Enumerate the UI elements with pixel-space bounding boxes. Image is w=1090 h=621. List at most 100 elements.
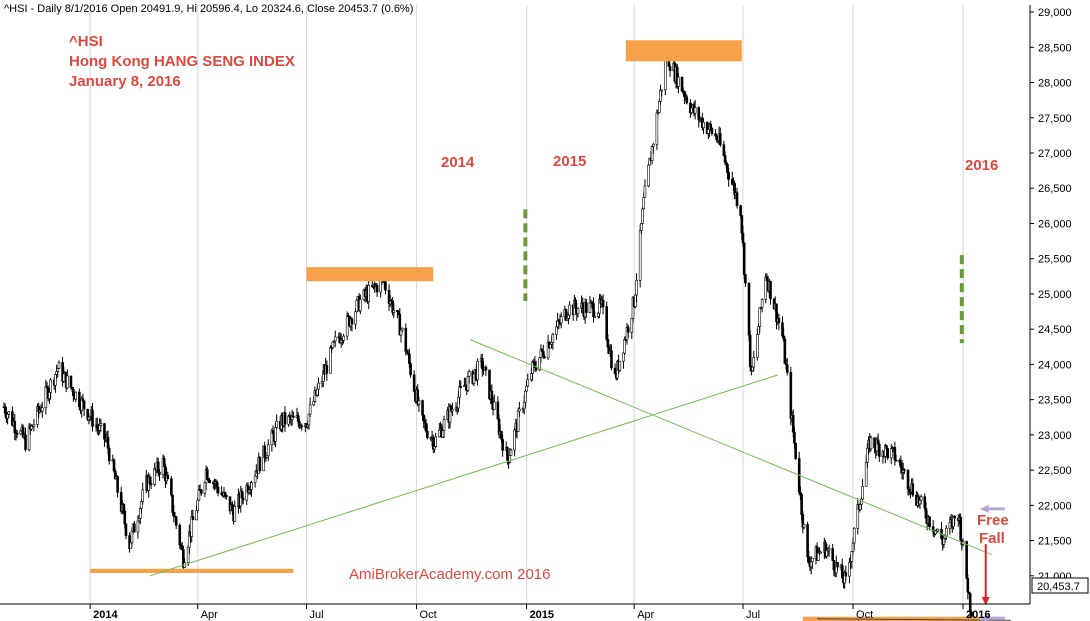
candle-body <box>258 457 262 472</box>
candle-body <box>741 232 745 244</box>
x-tick-label: 2015 <box>530 609 554 621</box>
candle-body <box>518 408 521 412</box>
candle-body <box>178 524 182 546</box>
candle-body <box>359 299 362 312</box>
y-tick-label: 26,500 <box>1038 183 1072 195</box>
y-tick-label: 22,000 <box>1038 500 1072 512</box>
candle-body <box>412 374 416 392</box>
candle-body <box>225 495 228 497</box>
resistance-zone-2014 <box>306 267 434 282</box>
y-tick-label: 24,000 <box>1038 359 1072 371</box>
candle-body <box>354 311 357 325</box>
candle-body <box>233 506 237 522</box>
y-tick-label: 29,000 <box>1038 7 1072 19</box>
x-tick-label: Oct <box>856 609 873 621</box>
candle-body <box>57 362 61 369</box>
candle-body <box>404 327 408 352</box>
candle-body <box>350 318 354 325</box>
candle-body <box>886 448 889 459</box>
candle-body <box>174 516 178 526</box>
y-tick-label: 25,000 <box>1038 289 1072 301</box>
watermark: AmiBrokerAcademy.com 2016 <box>349 566 550 583</box>
candle-body <box>275 421 278 428</box>
candle-body <box>292 415 295 418</box>
candle-body <box>744 274 747 284</box>
candle-body <box>476 360 479 381</box>
candle-body <box>56 368 60 372</box>
candle-body <box>677 76 680 87</box>
title-symbol: ^HSI <box>69 33 103 50</box>
candle-body <box>15 432 19 435</box>
candle-body <box>643 185 647 198</box>
candle-body <box>196 499 200 511</box>
candle-body <box>141 489 145 502</box>
candle-body <box>506 447 509 461</box>
candle-body <box>509 449 513 456</box>
candle-body <box>576 308 580 314</box>
candle-body <box>727 172 730 180</box>
candle-body <box>831 548 834 561</box>
candle-body <box>459 386 463 388</box>
free-fall-arrow-head <box>981 596 990 606</box>
candle-body <box>640 223 643 231</box>
candle-body <box>769 280 772 300</box>
y-tick-label: 28,500 <box>1038 42 1072 54</box>
candle-body <box>802 524 806 528</box>
candle-body <box>610 350 613 369</box>
candle-body <box>811 558 814 563</box>
candle-body <box>501 439 504 451</box>
candle-body <box>492 401 496 410</box>
candle-body <box>966 577 970 593</box>
candle-body <box>124 523 128 536</box>
candle-body <box>442 419 446 431</box>
candle-body <box>107 448 111 462</box>
candle-body <box>342 335 345 341</box>
candle-body <box>827 548 831 551</box>
candle-body <box>911 483 915 496</box>
candle-body <box>208 480 211 484</box>
candle-body <box>668 66 672 71</box>
candle-body <box>308 404 312 415</box>
candle-body <box>197 489 201 501</box>
candle-body <box>250 482 253 490</box>
candle-body <box>7 411 11 415</box>
candle-body <box>123 510 127 525</box>
candle-body <box>384 281 387 291</box>
candle-body <box>82 400 86 410</box>
candle-body <box>965 541 968 579</box>
candle-body <box>861 486 864 500</box>
candle-body <box>91 409 94 427</box>
x-tick-label: 2016 <box>966 609 990 621</box>
title-date: January 8, 2016 <box>69 73 181 90</box>
x-tick-label: Jul <box>746 609 760 621</box>
candle-body <box>785 364 789 373</box>
pointer-head <box>979 614 989 621</box>
candle-body <box>593 316 597 318</box>
candle-body <box>253 475 257 483</box>
candle-body <box>266 444 270 457</box>
y-tick-label: 23,500 <box>1038 395 1072 407</box>
candle-body <box>844 572 848 577</box>
candle-body <box>333 336 337 342</box>
candle-body <box>149 483 153 486</box>
candle-body <box>685 96 689 104</box>
candle-body <box>836 562 839 568</box>
y-tick-label: 28,000 <box>1038 78 1072 90</box>
candle-body <box>205 469 209 480</box>
candle-body <box>317 382 320 390</box>
candle-body <box>777 318 781 324</box>
candle-body <box>274 427 277 442</box>
candle-body <box>200 489 203 494</box>
candle-body <box>735 192 739 207</box>
candle-body <box>283 412 287 425</box>
candle-body <box>241 497 245 501</box>
candle-body <box>702 122 705 129</box>
candle-body <box>869 437 873 450</box>
downtrend-line <box>470 339 992 556</box>
candle-body <box>568 304 571 316</box>
candle-body <box>944 527 948 536</box>
candle-body <box>819 551 823 554</box>
candle-body <box>300 425 304 428</box>
candle-body <box>793 431 796 444</box>
candle-body <box>467 371 471 377</box>
